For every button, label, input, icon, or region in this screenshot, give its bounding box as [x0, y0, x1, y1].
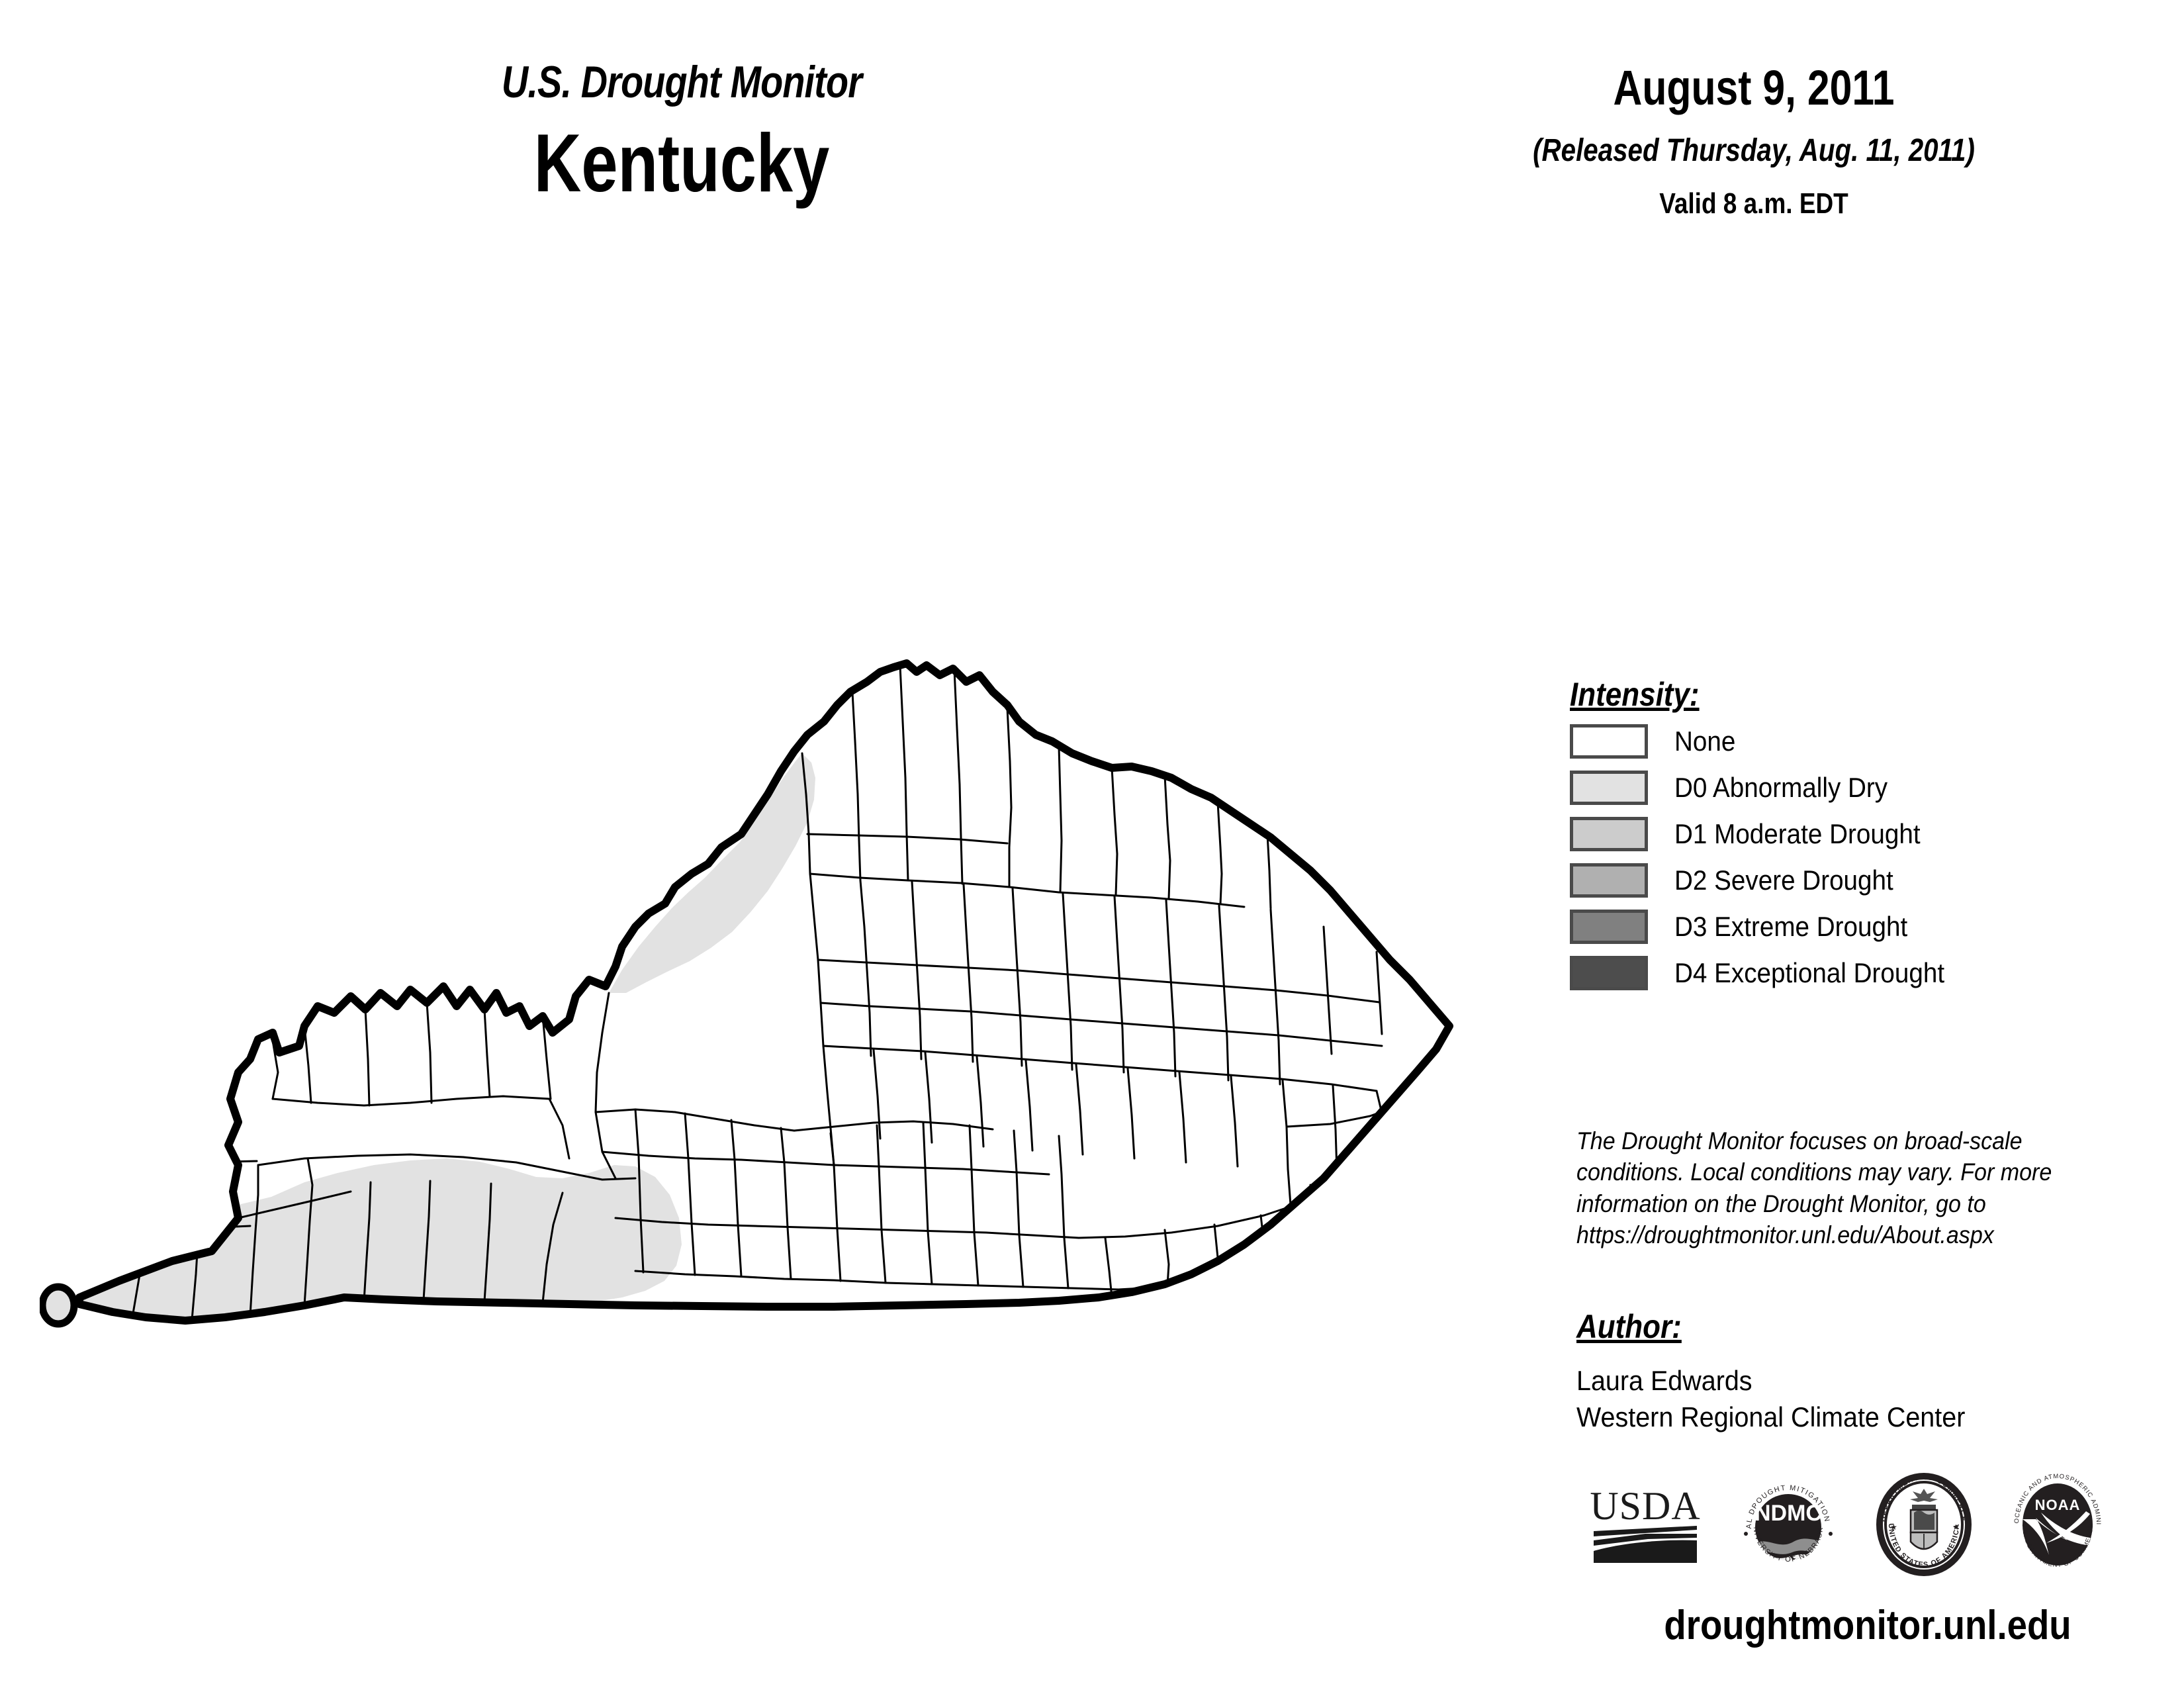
legend-swatch-d4: [1570, 956, 1648, 990]
d0-area-north-central: [609, 753, 815, 993]
svg-text:★: ★: [1952, 1523, 1960, 1532]
legend-label-d4: D4 Exceptional Drought: [1674, 957, 1945, 988]
legend-swatch-d1: [1570, 817, 1648, 851]
legend-item-none[interactable]: None: [1570, 723, 2165, 760]
legend-label-d0: D0 Abnormally Dry: [1674, 772, 1888, 803]
legend-swatch-d0: [1570, 771, 1648, 805]
legend-label-d2: D2 Severe Drought: [1674, 865, 1893, 896]
agency-logos: USDA NATIONAL DROUGHT MITIGATION CENTER: [1588, 1466, 2138, 1585]
valid-time: Valid 8 a.m. EDT: [1659, 187, 1848, 220]
legend-item-d4[interactable]: D4 Exceptional Drought: [1570, 955, 2165, 992]
author-heading: Author:: [1576, 1308, 1682, 1345]
release-date: (Released Thursday, Aug. 11, 2011): [1533, 133, 1975, 168]
state-outline: [75, 659, 1453, 1325]
legend-swatch-none: [1570, 724, 1648, 759]
legend-title: Intensity:: [1570, 676, 1700, 713]
program-title: U.S. Drought Monitor: [501, 57, 862, 107]
legend-label-d1: D1 Moderate Drought: [1674, 818, 1921, 849]
svg-text:NDMC: NDMC: [1754, 1501, 1822, 1526]
legend-item-d0[interactable]: D0 Abnormally Dry: [1570, 769, 2165, 806]
kentucky-bend-exclave: [40, 1283, 78, 1328]
legend-label-none: None: [1674, 726, 1736, 757]
legend-swatch-d3: [1570, 910, 1648, 944]
intensity-legend: Intensity: None D0 Abnormally Dry D1 Mod…: [1570, 675, 2165, 992]
svg-text:NOAA: NOAA: [2035, 1497, 2081, 1513]
page-title: Kentucky: [533, 118, 830, 209]
kentucky-drought-map[interactable]: [40, 635, 1535, 1337]
kentucky-state-fill: [79, 663, 1449, 1321]
legend-item-d3[interactable]: D3 Extreme Drought: [1570, 908, 2165, 945]
noaa-logo[interactable]: NOAA NATIONAL OCEANIC AND ATMOSPHERIC AD…: [2005, 1466, 2107, 1581]
author-block: Laura Edwards Western Regional Climate C…: [1576, 1362, 2136, 1436]
author-name: Laura Edwards: [1576, 1365, 1752, 1396]
legend-item-d2[interactable]: D2 Severe Drought: [1570, 862, 2165, 899]
valid-date: August 9, 2011: [1613, 60, 1895, 115]
usda-logo[interactable]: USDA: [1588, 1482, 1702, 1570]
disclaimer-text: The Drought Monitor focuses on broad-sca…: [1576, 1127, 2052, 1249]
doc-seal-logo[interactable]: DEPARTMENT OF COMMERCE UNITED STATES OF …: [1874, 1472, 1974, 1581]
legend-swatch-d2: [1570, 863, 1648, 898]
svg-text:★: ★: [1890, 1523, 1897, 1532]
legend-item-d1[interactable]: D1 Moderate Drought: [1570, 816, 2165, 853]
map-base-layer: [79, 663, 1449, 1321]
legend-label-d3: D3 Extreme Drought: [1674, 911, 1908, 942]
author-affiliation: Western Regional Climate Center: [1576, 1401, 1966, 1433]
ndmc-logo[interactable]: NATIONAL DROUGHT MITIGATION CENTER UNIVE…: [1733, 1467, 1840, 1579]
website-url[interactable]: droughtmonitor.unl.edu: [1664, 1603, 2071, 1648]
svg-text:USDA: USDA: [1590, 1484, 1700, 1528]
